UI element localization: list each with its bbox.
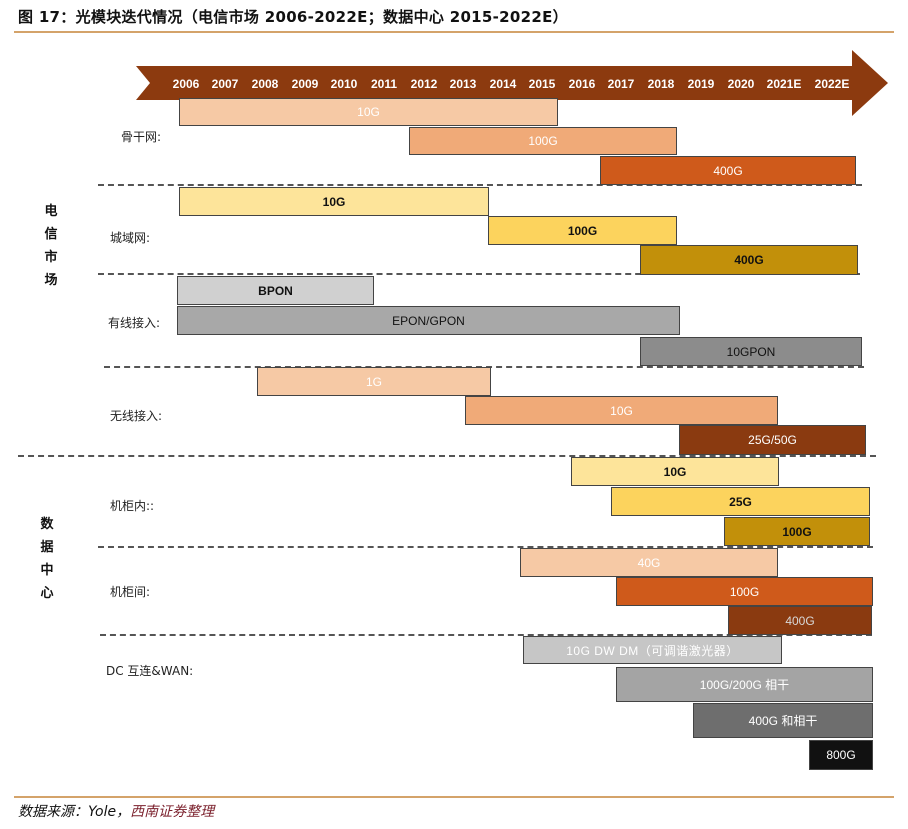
year-label: 2017 [608,77,635,91]
bar-inter-rack-100g: 100G [616,577,873,606]
year-label: 2019 [688,77,715,91]
bar-intra-rack-25g: 25G [611,487,870,516]
footer-rule [14,796,894,798]
bar-metro-10g: 10G [179,187,489,216]
separator [98,184,862,186]
bar-wireless-25g-50g: 25G/50G [679,425,866,455]
year-label: 2013 [450,77,477,91]
year-label: 2020 [728,77,755,91]
title-rule [14,31,894,33]
year-label: 2018 [648,77,675,91]
separator [100,634,872,636]
bar-wireless-10g: 10G [465,396,778,425]
year-label: 2011 [371,77,397,91]
separator [98,546,873,548]
bar-dci-10g-dwdm: 10G DW DM（可调谐激光器） [523,636,782,664]
bar-inter-rack-400g: 400G [728,606,872,635]
bar-metro-100g: 100G [488,216,677,245]
category-char: 据 [40,540,54,555]
category-char: 数 [40,517,54,532]
bar-backbone-100g: 100G [409,127,677,155]
year-label: 2022E [815,77,850,91]
year-label: 2012 [411,77,438,91]
row-label-inter-rack: 机柜间: [110,585,151,599]
year-label: 2014 [490,77,517,91]
category-char: 电 [44,204,58,219]
figure-title: 图 17：光模块迭代情况（电信市场 2006-2022E；数据中心 2015-2… [18,8,568,26]
row-label-wireless: 无线接入: [110,409,163,423]
bar-dci-400g: 400G 和相干 [693,703,873,738]
year-label: 2021E [767,77,802,91]
bar-inter-rack-40g: 40G [520,548,778,577]
row-label-metro: 城域网: [110,231,151,245]
year-label: 2008 [252,77,279,91]
row-label-wired: 有线接入: [108,316,161,330]
bar-dci-100g-200g: 100G/200G 相干 [616,667,873,702]
bar-wireless-1g: 1G [257,367,491,396]
separator [98,273,860,275]
bar-wired-10gpon: 10GPON [640,337,862,366]
row-label-intra-rack: 机柜内:: [110,499,155,513]
category-char: 信 [44,227,58,242]
category-telecom: 电 信 市 场 [43,200,59,292]
row-label-backbone: 骨干网: [121,130,162,144]
source-prefix: 数据来源：Yole， [18,804,131,820]
bar-dci-800g: 800G [809,740,873,770]
year-label: 2007 [212,77,239,91]
bar-intra-rack-100g: 100G [724,517,870,546]
category-datacenter: 数 据 中 心 [39,513,55,605]
bar-wired-epon-gpon: EPON/GPON [177,306,680,335]
category-char: 心 [40,586,54,601]
category-char: 场 [44,273,58,288]
source-org: 西南证券整理 [130,804,215,820]
source-note: 数据来源：Yole，西南证券整理 [18,801,214,821]
year-label: 2016 [569,77,596,91]
bar-wired-bpon: BPON [177,276,374,305]
year-label: 2009 [292,77,319,91]
category-char: 市 [44,250,58,265]
bar-intra-rack-10g: 10G [571,457,779,486]
bar-backbone-10g: 10G [179,98,558,126]
bar-metro-400g: 400G [640,245,858,275]
row-label-dci: DC 互连&WAN: [106,664,194,678]
section-separator [18,455,876,457]
bar-backbone-400g: 400G [600,156,856,185]
category-char: 中 [40,563,54,578]
year-label: 2006 [173,77,200,91]
year-label: 2015 [529,77,556,91]
year-label: 2010 [331,77,358,91]
